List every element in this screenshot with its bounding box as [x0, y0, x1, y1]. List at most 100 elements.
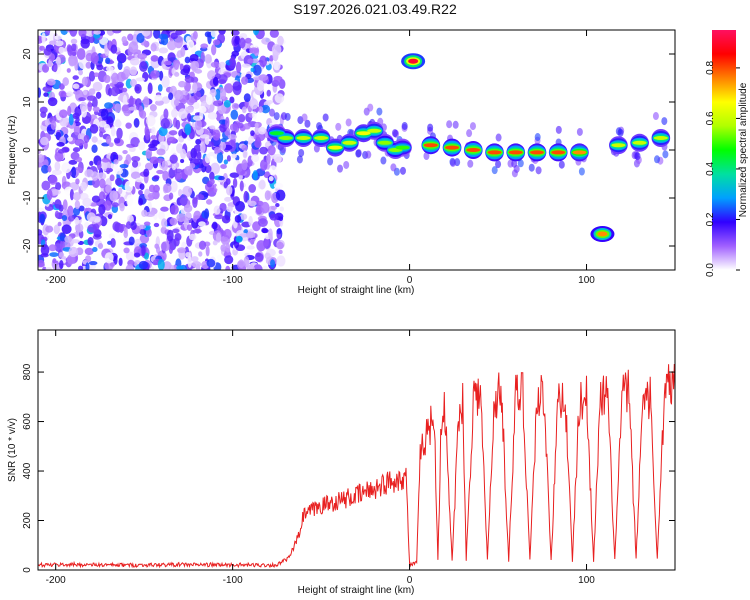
noise-mark [176, 265, 184, 270]
ridge-point [423, 143, 438, 148]
noise-mark [79, 101, 88, 112]
noise-mark [189, 162, 196, 169]
noise-mark [112, 30, 122, 34]
noise-mark [43, 47, 52, 56]
noise-mark [91, 136, 98, 143]
noise-mark [92, 246, 98, 253]
ridge-smear [391, 129, 398, 138]
noise-mark [219, 122, 227, 133]
noise-mark [71, 166, 77, 178]
noise-mark [246, 264, 255, 270]
noise-mark [53, 224, 61, 235]
noise-mark [241, 76, 249, 85]
noise-mark [206, 258, 216, 268]
noise-mark [141, 30, 151, 37]
noise-mark [59, 259, 64, 270]
ridge-smear [345, 118, 352, 127]
ridge-smear [337, 164, 344, 173]
noise-mark [212, 76, 219, 86]
noise-mark [278, 249, 283, 254]
noise-mark [139, 228, 147, 236]
noise-mark [68, 215, 75, 222]
noise-mark [183, 204, 193, 213]
noise-mark [204, 136, 210, 145]
ridge-point [314, 136, 329, 140]
noise-mark [87, 236, 94, 246]
noise-mark [93, 30, 101, 35]
noise-mark [89, 202, 98, 207]
noise-mark [74, 138, 85, 147]
noise-mark [269, 55, 274, 62]
noise-mark [92, 106, 100, 112]
noise-mark [41, 64, 50, 73]
noise-mark [212, 129, 221, 141]
noise-mark [260, 159, 268, 171]
ridge-smear [617, 128, 624, 137]
noise-mark [241, 144, 248, 151]
noise-mark [118, 257, 123, 267]
ridge-smear [399, 166, 406, 175]
line-frame [37, 329, 676, 571]
noise-mark [148, 143, 156, 149]
noise-mark [214, 146, 222, 154]
noise-mark [163, 183, 172, 193]
noise-mark [257, 218, 268, 227]
noise-mark [85, 255, 92, 262]
noise-mark [177, 247, 187, 254]
noise-mark [45, 225, 54, 233]
noise-mark [189, 54, 199, 62]
noise-mark [169, 154, 178, 164]
noise-mark [247, 58, 254, 64]
colorbar-tick-label: 0.4 [705, 162, 716, 176]
ridge-point [296, 136, 311, 140]
noise-mark [114, 103, 122, 113]
ridge-smear [555, 125, 562, 134]
noise-mark [207, 112, 218, 120]
noise-mark [78, 69, 83, 76]
noise-mark [268, 165, 278, 176]
noise-mark [44, 30, 51, 36]
noise-mark [174, 172, 182, 182]
noise-mark [61, 214, 68, 221]
heatmap-xlabel: Height of straight line (km) [298, 285, 415, 296]
noise-mark [238, 173, 243, 180]
ridge-smear [654, 155, 661, 164]
noise-mark [114, 168, 124, 175]
ridge-smear [390, 163, 397, 172]
noise-mark [66, 68, 71, 73]
noise-mark [130, 221, 137, 231]
noise-mark [267, 145, 276, 156]
noise-mark [157, 258, 165, 270]
noise-mark [198, 240, 207, 250]
noise-mark [179, 194, 188, 206]
noise-mark [74, 217, 80, 226]
ridge-point [487, 150, 502, 155]
heatmap-xtick-label: 100 [578, 275, 595, 286]
noise-mark [56, 142, 65, 147]
noise-mark [60, 30, 69, 36]
ridge-point [269, 131, 284, 136]
noise-mark [219, 88, 227, 100]
noise-mark [38, 149, 41, 155]
noise-mark [256, 79, 265, 92]
noise-mark [128, 236, 135, 246]
ridge-smear [662, 150, 669, 159]
noise-mark [58, 46, 65, 54]
ridge-point [551, 150, 566, 155]
noise-mark [168, 192, 174, 200]
noise-mark [274, 93, 285, 104]
noise-mark [108, 233, 115, 240]
ridge-smear [578, 167, 585, 176]
noise-mark [72, 147, 81, 153]
noise-mark [150, 134, 157, 141]
noise-mark [143, 221, 151, 226]
noise-mark [42, 86, 53, 93]
noise-mark [149, 104, 157, 112]
noise-mark [138, 260, 149, 270]
noise-mark [154, 243, 160, 249]
noise-mark [276, 255, 286, 267]
ridge-smear [534, 133, 541, 142]
noise-mark [241, 63, 251, 68]
noise-mark [39, 213, 46, 224]
noise-mark [266, 89, 271, 97]
